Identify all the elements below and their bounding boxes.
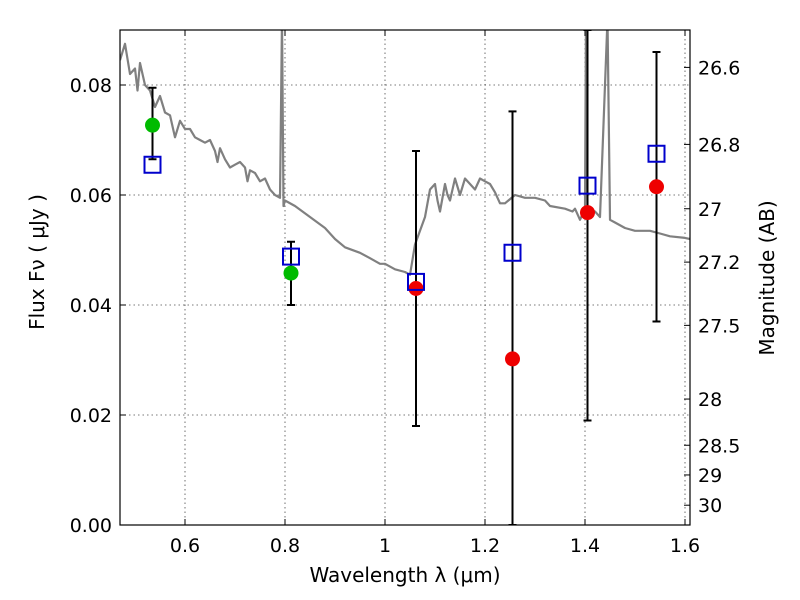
x-tick-label: 0.8: [270, 535, 300, 557]
plot-frame: [119, 29, 691, 526]
right-tick-label: 28.5: [698, 435, 740, 457]
right-tick-label: 27.5: [698, 315, 740, 337]
y-tick-label: 0.06: [70, 185, 112, 207]
right-tick-label: 29: [698, 465, 722, 487]
red-data-point: [580, 205, 595, 221]
y-axis-title: Flux Fν ( μJy ): [25, 194, 49, 330]
plot-area: [120, 30, 690, 525]
model-square-point: [503, 243, 522, 262]
x-axis-title: Wavelength λ (μm): [309, 563, 500, 587]
x-tick-label: 1.4: [570, 535, 600, 557]
y-tick-label: 0.04: [70, 295, 112, 317]
red-data-point: [408, 281, 424, 296]
y-tick-label: 0.02: [70, 405, 112, 427]
right-tick-label: 30: [698, 495, 722, 517]
model-square-point: [407, 272, 425, 291]
x-tick-label: 1.2: [470, 535, 500, 557]
y-tick-label: 0.08: [70, 75, 112, 97]
x-tick-label: 0.6: [170, 535, 200, 557]
model-square-point: [143, 155, 162, 174]
right-tick-label: 27.2: [698, 252, 740, 274]
x-tick-label: 1: [379, 535, 391, 557]
red-data-point: [649, 179, 664, 195]
sed-line: [120, 30, 690, 276]
model-square-point: [647, 144, 666, 163]
model-square-point: [578, 176, 597, 195]
right-tick-label: 27: [698, 199, 722, 221]
red-data-point: [505, 351, 520, 367]
y-tick-label: 0.00: [70, 515, 112, 537]
x-tick-label: 1.6: [670, 535, 700, 557]
model-square-point: [282, 247, 300, 266]
right-tick-label: 26.8: [698, 134, 740, 156]
right-axis-title: Magnitude (AB): [755, 200, 779, 355]
right-tick-label: 26.6: [698, 57, 740, 79]
green-data-point: [283, 265, 299, 281]
plot-content: [120, 30, 690, 525]
green-data-point: [145, 117, 160, 133]
axis-ticks: 0.6 0.8 1 1.2 1.4 1.6 0.00 0.02 0.04 0.06 0.08 26.6…: [70, 30, 740, 557]
right-tick-label: 28: [698, 389, 722, 411]
